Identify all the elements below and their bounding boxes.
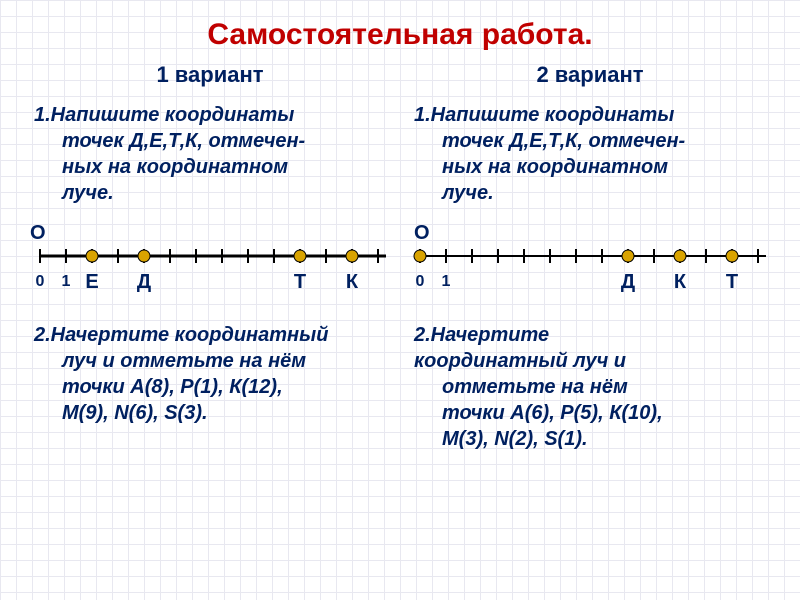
v1-numberline: О 01Е Д Т К: [30, 216, 390, 316]
v1-t1-l4: луче.: [34, 180, 390, 206]
v2-t1-l1: 1.Напишите координаты: [414, 104, 674, 126]
v1-t1-l3: ных на координатном: [34, 154, 390, 180]
v1-t2-l4: М(9), N(6), S(3).: [34, 400, 390, 426]
svg-text:Д: Д: [621, 271, 635, 293]
v1-origin-label: О: [30, 222, 46, 245]
v1-task2: 2.Начертите координатный луч и отметьте …: [30, 322, 390, 426]
columns-container: 1 вариант 1.Напишите координаты точек Д,…: [0, 62, 800, 462]
v1-t2-l3: точки А(8), Р(1), К(12),: [34, 374, 390, 400]
svg-text:К: К: [346, 271, 359, 293]
v2-t1-l3: ных на координатном: [414, 154, 770, 180]
v2-t2-l5: М(3), N(2), S(1).: [414, 426, 770, 452]
variant-1: 1 вариант 1.Напишите координаты точек Д,…: [20, 62, 400, 462]
v2-t2-l1: 2.Начертите: [414, 324, 549, 346]
variant-2: 2 вариант 1.Напишите координаты точек Д,…: [400, 62, 780, 462]
v1-t1-l2: точек Д,Е,Т,К, отмечен-: [34, 128, 390, 154]
v2-t2-l4: точки А(6), Р(5), К(10),: [414, 400, 770, 426]
page-title: Самостоятельная работа.: [0, 0, 800, 62]
svg-text:0: 0: [36, 273, 45, 290]
v2-numberline-svg: 01 Д К Т: [410, 216, 780, 316]
v1-t1-l1: 1.Напишите координаты: [34, 104, 294, 126]
svg-text:К: К: [674, 271, 687, 293]
v2-t1-l2: точек Д,Е,Т,К, отмечен-: [414, 128, 770, 154]
variant-2-heading: 2 вариант: [410, 62, 770, 88]
v1-task1: 1.Напишите координаты точек Д,Е,Т,К, отм…: [30, 102, 390, 206]
svg-text:Т: Т: [726, 271, 738, 293]
v2-t1-l4: луче.: [414, 180, 770, 206]
v1-numberline-svg: 01Е Д Т К: [30, 216, 400, 316]
v2-task2: 2.Начертите координатный луч и отметьте …: [410, 322, 770, 452]
v2-t2-l3: отметьте на нём: [414, 374, 770, 400]
svg-text:Т: Т: [294, 271, 306, 293]
v2-numberline: О 01 Д К Т: [410, 216, 770, 316]
svg-text:Д: Д: [137, 271, 151, 293]
svg-text:1: 1: [62, 273, 71, 290]
v1-t2-l2: луч и отметьте на нём: [34, 348, 390, 374]
v2-t2-l2: координатный луч и: [414, 350, 626, 372]
svg-text:1: 1: [442, 273, 451, 290]
v2-origin-label: О: [414, 222, 430, 245]
variant-1-heading: 1 вариант: [30, 62, 390, 88]
v1-t2-l1: 2.Начертите координатный: [34, 324, 328, 346]
svg-text:Е: Е: [85, 271, 98, 293]
v2-task1: 1.Напишите координаты точек Д,Е,Т,К, отм…: [410, 102, 770, 206]
svg-text:0: 0: [416, 273, 425, 290]
